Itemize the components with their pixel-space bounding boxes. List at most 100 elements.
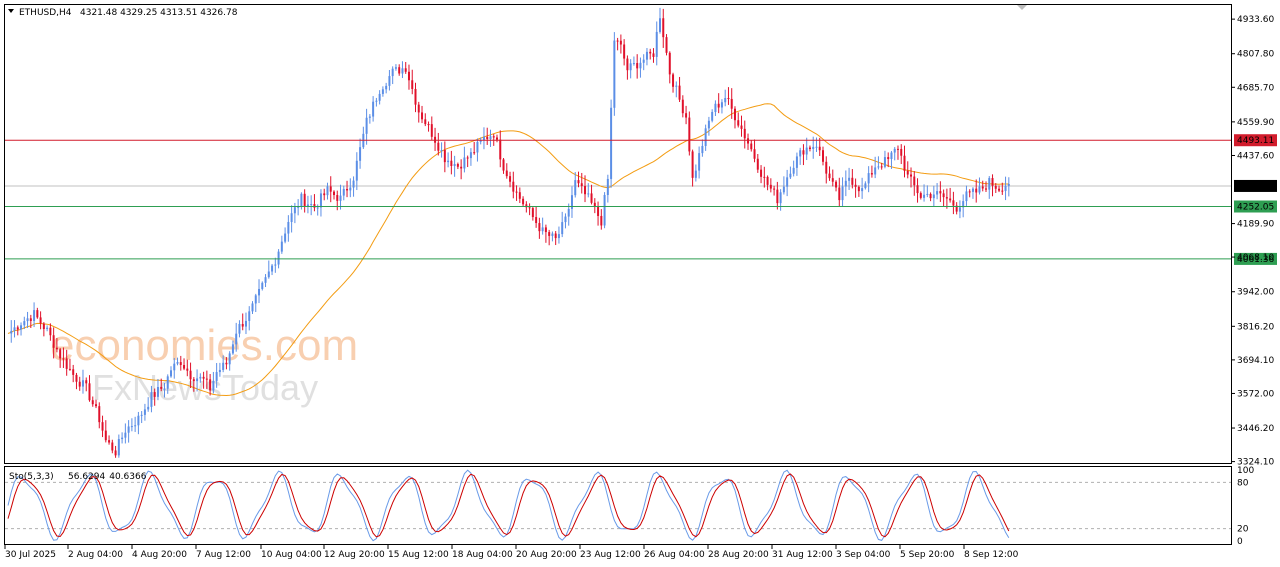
candle-up (267, 271, 270, 278)
candle-down (98, 406, 101, 423)
candle-down (668, 52, 671, 75)
candle-up (352, 180, 355, 188)
candle-down (835, 181, 838, 188)
candle-down (518, 192, 521, 199)
candle-down (626, 58, 629, 71)
candle-up (173, 363, 176, 371)
candle-up (130, 426, 133, 428)
candle-up (33, 310, 36, 321)
stochastic-scale-label: 20 (1237, 525, 1249, 535)
candle-up (936, 191, 939, 195)
candle-up (932, 194, 935, 199)
candle-down (584, 186, 587, 195)
stochastic-label: Sto(5,3,3) (9, 472, 54, 482)
candle-down (456, 164, 459, 167)
candle-down (750, 143, 753, 150)
candle-up (261, 282, 264, 289)
candle-down (580, 183, 583, 187)
candle-up (244, 320, 247, 327)
candle-up (1007, 184, 1010, 186)
candle-down (88, 383, 91, 401)
candle-down (636, 63, 639, 69)
candle-up (603, 194, 606, 226)
candle-down (949, 198, 952, 201)
candle-up (368, 116, 371, 118)
candle-up (958, 207, 961, 212)
candle-down (424, 119, 427, 125)
candle-up (447, 160, 450, 163)
candle-down (427, 124, 430, 126)
candle-up (127, 426, 130, 433)
ohlc-header: 4321.48 4329.25 4313.51 4326.78 (80, 8, 238, 18)
candle-up (290, 213, 293, 222)
y-tick-label: 4068.10 (1237, 253, 1274, 263)
stochastic-scale-label: 80 (1237, 478, 1249, 488)
chart-shift-marker-icon[interactable] (1017, 5, 1027, 10)
candle-up (893, 148, 896, 153)
candle-up (711, 111, 714, 121)
candle-up (564, 216, 567, 223)
candle-down (104, 430, 107, 441)
candle-up (287, 221, 290, 234)
candle-down (939, 191, 942, 194)
candle-down (417, 104, 420, 113)
candle-down (72, 369, 75, 375)
candle-down (192, 379, 195, 382)
candle-up (645, 51, 648, 60)
candle-up (196, 378, 199, 382)
y-tick-label: 4933.60 (1237, 15, 1274, 25)
candle-down (649, 51, 652, 54)
candle-down (851, 177, 854, 185)
candle-up (274, 264, 277, 266)
candle-up (349, 187, 352, 191)
candle-down (496, 137, 498, 140)
symbol-menu-icon[interactable] (8, 9, 14, 13)
y-tick-label: 3694.10 (1237, 356, 1274, 366)
candle-down (101, 422, 104, 431)
candle-up (339, 195, 342, 201)
candle-up (121, 437, 124, 440)
candle-down (437, 142, 440, 151)
candle-down (313, 204, 316, 208)
candle-down (717, 103, 720, 108)
candle-down (828, 173, 831, 179)
candles-layer (10, 7, 1010, 458)
candle-down (740, 125, 743, 129)
candle-up (632, 63, 635, 65)
candle-down (241, 323, 244, 327)
candle-up (170, 370, 172, 377)
x-tick-label: 23 Aug 12:00 (580, 550, 641, 560)
candle-down (91, 400, 94, 405)
candle-up (962, 201, 965, 208)
candle-up (795, 156, 798, 168)
stochastic-scale-label: 0 (1237, 537, 1243, 547)
candle-down (968, 191, 971, 193)
candle-down (323, 193, 326, 196)
candle-up (561, 222, 564, 235)
candle-down (822, 150, 824, 162)
stochastic-scale-label: 100 (1237, 466, 1254, 476)
x-tick-label: 15 Aug 12:00 (388, 550, 449, 560)
level-price-tag-label: 4061.36 (1237, 255, 1274, 265)
candle-up (704, 128, 707, 146)
candle-up (476, 141, 479, 153)
stochastic-main-line (7, 469, 1010, 542)
candle-down (183, 365, 186, 369)
candle-up (375, 100, 378, 102)
candle-down (818, 146, 821, 151)
candle-up (46, 327, 49, 330)
candle-down (531, 208, 534, 218)
candle-down (975, 188, 978, 193)
candle-up (877, 166, 880, 168)
candle-down (672, 74, 675, 87)
candle-down (205, 378, 208, 380)
candle-up (326, 186, 329, 196)
candle-down (773, 188, 776, 190)
candle-down (49, 327, 52, 336)
candle-up (355, 160, 358, 181)
horizontal-levels[interactable]: 4493.11 4252.05 4061.36 4326.78 (5, 134, 1277, 265)
candle-up (277, 251, 280, 265)
candle-up (215, 372, 218, 381)
candle-up (867, 173, 870, 184)
